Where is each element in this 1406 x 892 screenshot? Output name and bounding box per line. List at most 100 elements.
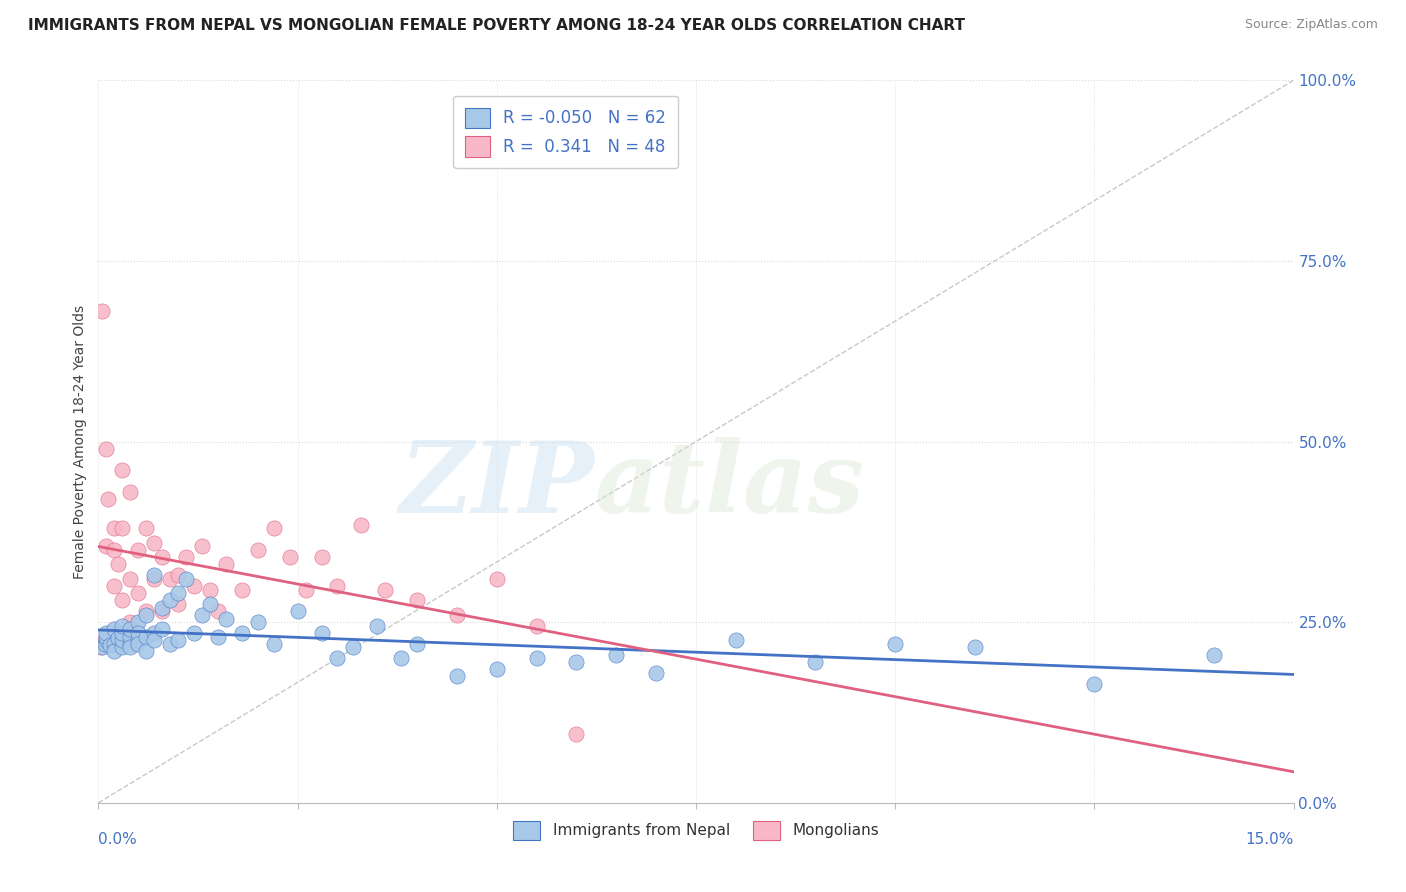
Point [120,637,142,651]
Legend: Immigrants from Nepal, Mongolians: Immigrants from Nepal, Mongolians [506,815,886,846]
Point [94,633,117,648]
Point [446,669,468,683]
Point [342,640,364,655]
Point [127,626,149,640]
Point [111,626,134,640]
Point [127,542,149,557]
Point [207,630,229,644]
Point [167,568,190,582]
Text: 15.0%: 15.0% [1246,831,1294,847]
Point [278,550,301,565]
Point [143,572,166,586]
Point [294,582,316,597]
Point [374,582,396,597]
Point [198,597,221,611]
Point [159,637,181,651]
Y-axis label: Female Poverty Among 18-24 Year Olds: Female Poverty Among 18-24 Year Olds [73,304,87,579]
Point [135,644,157,658]
Point [565,727,588,741]
Point [174,550,197,565]
Point [446,607,468,622]
Point [159,593,181,607]
Point [159,572,181,586]
Point [198,582,221,597]
Text: atlas: atlas [595,437,865,533]
Point [645,665,668,680]
Point [98,626,122,640]
Point [127,615,149,630]
Point [963,640,986,655]
Point [207,604,229,618]
Point [127,586,149,600]
Text: Source: ZipAtlas.com: Source: ZipAtlas.com [1244,18,1378,31]
Point [97,492,120,507]
Point [98,638,122,652]
Point [96,633,118,648]
Point [1083,676,1105,690]
Point [326,579,349,593]
Point [311,626,333,640]
Point [389,651,412,665]
Point [565,655,588,669]
Point [120,640,142,655]
Point [150,623,173,637]
Point [406,593,429,607]
Point [120,485,142,500]
Point [605,648,627,662]
Point [111,633,134,648]
Point [326,651,349,665]
Point [103,637,125,651]
Point [135,521,157,535]
Point [120,630,142,644]
Point [103,542,125,557]
Text: ZIP: ZIP [399,437,595,533]
Point [111,640,134,655]
Point [263,521,285,535]
Point [120,615,142,630]
Point [485,572,508,586]
Point [96,630,118,644]
Point [111,521,134,535]
Point [120,623,142,637]
Point [526,619,548,633]
Point [91,640,114,655]
Point [107,631,129,645]
Point [111,619,134,633]
Point [263,637,285,651]
Point [191,607,214,622]
Point [96,626,118,640]
Point [311,550,333,565]
Point [1202,648,1225,662]
Point [103,644,125,658]
Point [150,600,173,615]
Point [90,640,112,655]
Text: IMMIGRANTS FROM NEPAL VS MONGOLIAN FEMALE POVERTY AMONG 18-24 YEAR OLDS CORRELAT: IMMIGRANTS FROM NEPAL VS MONGOLIAN FEMAL… [28,18,965,33]
Point [724,633,747,648]
Point [135,630,157,644]
Point [804,655,827,669]
Point [167,586,190,600]
Point [107,558,129,572]
Point [526,651,548,665]
Point [94,637,117,651]
Point [485,662,508,676]
Point [183,626,205,640]
Text: 0.0%: 0.0% [98,831,138,847]
Point [135,607,157,622]
Point [103,623,125,637]
Point [231,582,253,597]
Point [120,572,142,586]
Point [103,521,125,535]
Point [231,626,253,640]
Point [350,517,373,532]
Point [215,558,238,572]
Point [96,442,118,456]
Point [150,604,173,618]
Point [143,633,166,648]
Point [127,633,149,648]
Point [167,597,190,611]
Point [111,593,134,607]
Point [884,637,907,651]
Point [246,542,269,557]
Point [143,568,166,582]
